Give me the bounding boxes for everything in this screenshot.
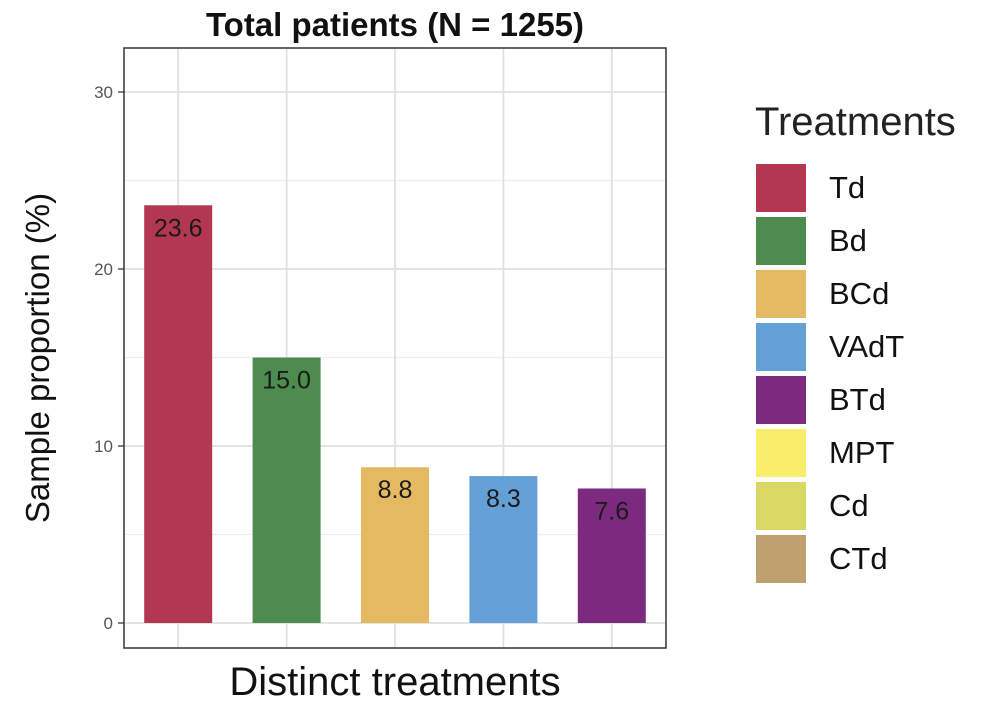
plot-border (123, 47, 667, 649)
legend-item-vadt: VAdT (755, 320, 956, 373)
legend-item-ctd: CTd (755, 532, 956, 585)
legend-label: Cd (829, 487, 869, 523)
value-label-td: 23.6 (154, 214, 203, 242)
legend-swatch (755, 321, 807, 372)
chart-title: Total patients (N = 1255) (205, 6, 585, 43)
legend-label: VAdT (829, 328, 905, 364)
legend-label: BTd (829, 381, 886, 417)
value-label-bcd: 8.8 (378, 476, 413, 504)
y-tick-label: 0 (104, 614, 113, 633)
legend-label: Td (829, 169, 866, 205)
legend-swatch (755, 374, 807, 425)
legend-label: Bd (829, 222, 867, 258)
legend-title: Treatments (755, 100, 956, 144)
legend-swatch (755, 215, 807, 266)
legend-items: Td Bd BCd VAdT BTd MPT Cd CTd (755, 161, 956, 585)
bar-bcd (361, 467, 429, 623)
legend-label: MPT (829, 434, 895, 470)
x-axis-label: Distinct treatments (229, 660, 561, 704)
legend-swatch (755, 427, 807, 478)
legend-swatch (755, 480, 807, 531)
legend: Treatments Td Bd BCd VAdT BTd MPT Cd CTd (755, 100, 956, 585)
bar-btd (577, 488, 646, 623)
y-tick-label: 20 (94, 260, 113, 279)
legend-item-bd: Bd (755, 214, 956, 267)
value-label-bd: 15.0 (262, 367, 311, 395)
legend-item-bcd: BCd (755, 267, 956, 320)
y-tick-label: 30 (94, 83, 113, 102)
value-label-vadt: 8.3 (486, 485, 521, 513)
bar-vadt (469, 476, 538, 623)
legend-swatch (755, 162, 807, 213)
y-tick-label: 10 (94, 437, 113, 456)
legend-item-cd: Cd (755, 479, 956, 532)
value-label-btd: 7.6 (594, 497, 629, 525)
legend-item-btd: BTd (755, 373, 956, 426)
legend-label: CTd (829, 540, 888, 576)
legend-item-mpt: MPT (755, 426, 956, 479)
legend-item-td: Td (755, 161, 956, 214)
bar-td (144, 205, 213, 623)
legend-label: BCd (829, 275, 890, 311)
bar-bd (252, 357, 321, 623)
legend-swatch (755, 268, 807, 319)
legend-swatch (755, 533, 807, 584)
